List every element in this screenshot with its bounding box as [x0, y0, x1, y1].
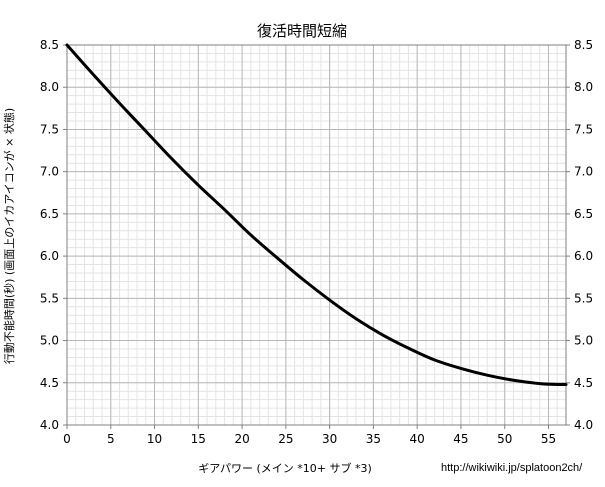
y-tick-label-right: 7.0 [574, 165, 593, 179]
y-tick-label-right: 4.5 [574, 376, 593, 390]
y-tick-label-right: 6.0 [574, 249, 593, 263]
y-tick-label-right: 4.0 [574, 418, 593, 432]
x-tick-label: 35 [366, 432, 381, 446]
major-grid [66, 44, 566, 426]
x-tick-label: 50 [497, 432, 512, 446]
y-tick-label: 6.5 [40, 207, 59, 221]
y-tick-label: 8.0 [40, 80, 59, 94]
x-tick-label: 0 [63, 432, 71, 446]
x-tick-label: 10 [147, 432, 162, 446]
x-tick-label: 5 [107, 432, 115, 446]
x-tick-label: 20 [234, 432, 249, 446]
y-tick-labels-left: 4.0 4.5 5.0 5.5 6.0 6.5 7.0 7.5 8.0 8.5 [40, 38, 67, 432]
y-tick-label: 7.5 [40, 122, 59, 136]
chart-title: 復活時間短縮 [257, 22, 347, 40]
x-tick-labels: 0 5 10 15 20 25 30 35 40 45 50 55 [63, 425, 556, 446]
y-tick-label-right: 8.5 [574, 38, 593, 52]
y-tick-label: 4.5 [40, 376, 59, 390]
y-tick-label: 6.0 [40, 249, 59, 263]
y-tick-label: 4.0 [40, 418, 59, 432]
y-tick-label-right: 6.5 [574, 207, 593, 221]
x-tick-label: 30 [322, 432, 337, 446]
x-tick-label: 40 [410, 432, 425, 446]
x-axis-label: ギアパワー (メイン *10+ サブ *3) [198, 461, 372, 475]
minor-grid [66, 44, 567, 426]
source-credit: http://wikiwiki.jp/splatoon2ch/ [441, 462, 583, 474]
y-tick-label-right: 7.5 [574, 122, 593, 136]
y-tick-label-right: 5.0 [574, 334, 593, 348]
x-tick-label: 45 [453, 432, 468, 446]
x-tick-label: 55 [541, 432, 556, 446]
y-tick-labels-right: 4.0 4.5 5.0 5.5 6.0 6.5 7.0 7.5 8.0 8.5 [566, 38, 593, 432]
y-tick-label: 5.5 [40, 291, 59, 305]
y-tick-label: 8.5 [40, 38, 59, 52]
x-tick-label: 25 [278, 432, 293, 446]
y-tick-label: 7.0 [40, 165, 59, 179]
x-tick-label: 15 [191, 432, 206, 446]
y-tick-label-right: 8.0 [574, 80, 593, 94]
series-line [65, 43, 568, 387]
y-tick-label-right: 5.5 [574, 291, 593, 305]
y-axis-label: 行動不能時間(秒) (画面上のイカアイコンが × 状態) [2, 108, 16, 364]
y-tick-label: 5.0 [40, 334, 59, 348]
plot-frame [66, 44, 567, 426]
